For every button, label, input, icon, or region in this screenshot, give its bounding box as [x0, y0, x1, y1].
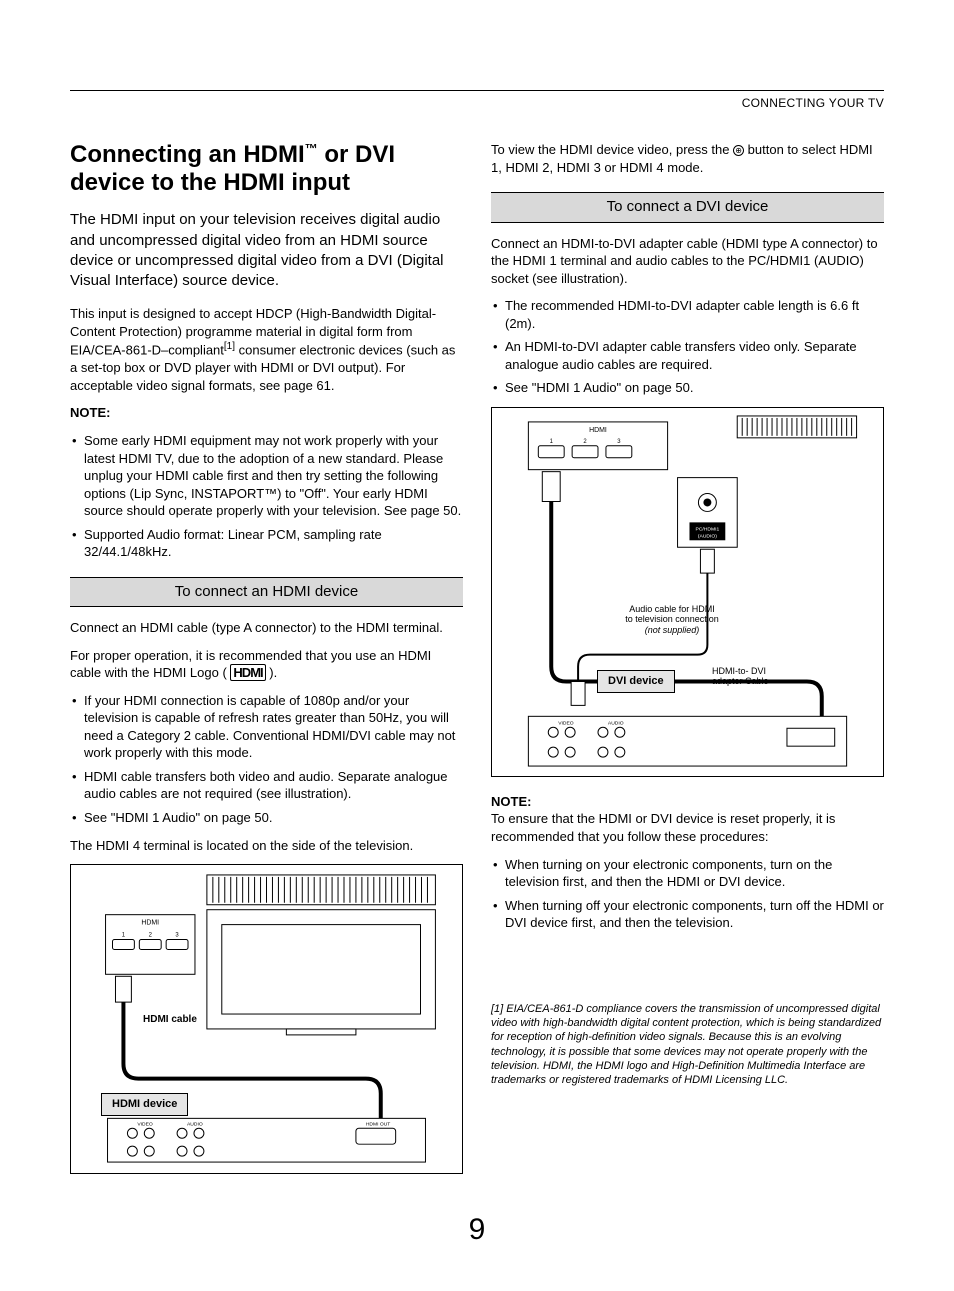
- dvi-bullet-item: An HDMI-to-DVI adapter cable transfers v…: [491, 338, 884, 373]
- dvi-bullet-item: The recommended HDMI-to-DVI adapter cabl…: [491, 297, 884, 332]
- note-label: NOTE:: [70, 405, 110, 420]
- svg-text:VIDEO: VIDEO: [558, 720, 574, 726]
- svg-text:(AUDIO): (AUDIO): [698, 533, 717, 539]
- hdmi-diagram-svg: HDMI 1 2 3 VIDEO AUDIO HDMI OUT: [71, 865, 462, 1173]
- svg-text:HDMI OUT: HDMI OUT: [366, 1121, 391, 1127]
- right-note-intro: To ensure that the HDMI or DVI device is…: [491, 811, 835, 844]
- running-head: CONNECTING YOUR TV: [70, 95, 884, 111]
- fig1-hdmi-device-label: HDMI device: [101, 1093, 188, 1116]
- fig2-adapter-l2: adapter Cable: [712, 676, 769, 686]
- fig2-audio-l2: to television connection: [625, 614, 719, 624]
- hdmi-logo-icon: HDMI: [230, 664, 265, 681]
- hdcp-paragraph: This input is designed to accept HDCP (H…: [70, 305, 463, 394]
- svg-text:PC/HDMI1: PC/HDMI1: [696, 526, 720, 532]
- hdcp-superscript: [1]: [224, 341, 235, 352]
- fig2-audio-l1: Audio cable for HDMI: [629, 604, 715, 614]
- svg-text:HDMI: HDMI: [589, 427, 607, 434]
- right-column: To view the HDMI device video, press the…: [491, 141, 884, 1190]
- page-title: Connecting an HDMI™ or DVI device to the…: [70, 141, 463, 196]
- left-note-item: Some early HDMI equipment may not work p…: [70, 432, 463, 520]
- figure-hdmi-connection: HDMI 1 2 3 VIDEO AUDIO HDMI OUT: [70, 864, 463, 1174]
- dvi-bullet-item: See "HDMI 1 Audio" on page 50.: [491, 379, 884, 397]
- fig2-adapter-l1: HDMI-to- DVI: [712, 666, 766, 676]
- svg-text:AUDIO: AUDIO: [187, 1121, 203, 1127]
- footnote: [1] EIA/CEA-861-D compliance covers the …: [491, 1002, 884, 1088]
- right-note-item: When turning on your electronic componen…: [491, 856, 884, 891]
- view-hdmi-a: To view the HDMI device video, press the: [491, 142, 733, 157]
- svg-text:VIDEO: VIDEO: [137, 1121, 153, 1127]
- right-note-list: When turning on your electronic componen…: [491, 856, 884, 932]
- left-note-item: Supported Audio format: Linear PCM, samp…: [70, 526, 463, 561]
- note-label-right: NOTE:: [491, 794, 531, 809]
- two-column-layout: Connecting an HDMI™ or DVI device to the…: [70, 141, 884, 1190]
- input-select-icon: ⊕: [733, 145, 744, 156]
- fig2-adapter-label: HDMI-to- DVI adapter Cable: [712, 666, 802, 687]
- dvi-diagram-svg: HDMI 1 2 3 PC/HDMI1 (AUDIO): [492, 408, 883, 776]
- hdmi-step-1: Connect an HDMI cable (type A connector)…: [70, 619, 463, 637]
- right-note-item: When turning off your electronic compone…: [491, 897, 884, 932]
- title-part-a: Connecting an HDMI: [70, 141, 305, 168]
- svg-text:HDMI: HDMI: [141, 920, 159, 927]
- title-tm: ™: [305, 141, 318, 156]
- dvi-bullet-list: The recommended HDMI-to-DVI adapter cabl…: [491, 297, 884, 397]
- right-note-heading: NOTE: To ensure that the HDMI or DVI dev…: [491, 793, 884, 846]
- hdmi-bullet-list: If your HDMI connection is capable of 10…: [70, 692, 463, 827]
- fig2-dvi-device-label: DVI device: [597, 670, 675, 693]
- left-column: Connecting an HDMI™ or DVI device to the…: [70, 141, 463, 1190]
- hdmi-bullet-item: HDMI cable transfers both video and audi…: [70, 768, 463, 803]
- view-hdmi-paragraph: To view the HDMI device video, press the…: [491, 141, 884, 176]
- fig2-audio-cable-label: Audio cable for HDMI to television conne…: [592, 604, 752, 635]
- hdmi-terminal-note: The HDMI 4 terminal is located on the si…: [70, 837, 463, 855]
- section-connect-dvi: To connect a DVI device: [491, 192, 884, 222]
- svg-text:AUDIO: AUDIO: [608, 720, 624, 726]
- page-number: 9: [70, 1210, 884, 1251]
- fig1-hdmi-cable-label: HDMI cable: [143, 1013, 197, 1027]
- figure-dvi-connection: HDMI 1 2 3 PC/HDMI1 (AUDIO): [491, 407, 884, 777]
- left-note-list: Some early HDMI equipment may not work p…: [70, 432, 463, 561]
- intro-paragraph: The HDMI input on your television receiv…: [70, 210, 463, 291]
- note-heading: NOTE:: [70, 404, 463, 422]
- hdmi-bullet-item: See "HDMI 1 Audio" on page 50.: [70, 809, 463, 827]
- section-connect-hdmi: To connect an HDMI device: [70, 577, 463, 607]
- hdmi-step-2b: ).: [269, 665, 277, 680]
- dvi-step-1: Connect an HDMI-to-DVI adapter cable (HD…: [491, 235, 884, 288]
- fig2-audio-l3: (not supplied): [645, 625, 700, 635]
- header-rule: [70, 90, 884, 91]
- hdmi-step-2: For proper operation, it is recommended …: [70, 647, 463, 682]
- hdmi-bullet-item: If your HDMI connection is capable of 10…: [70, 692, 463, 762]
